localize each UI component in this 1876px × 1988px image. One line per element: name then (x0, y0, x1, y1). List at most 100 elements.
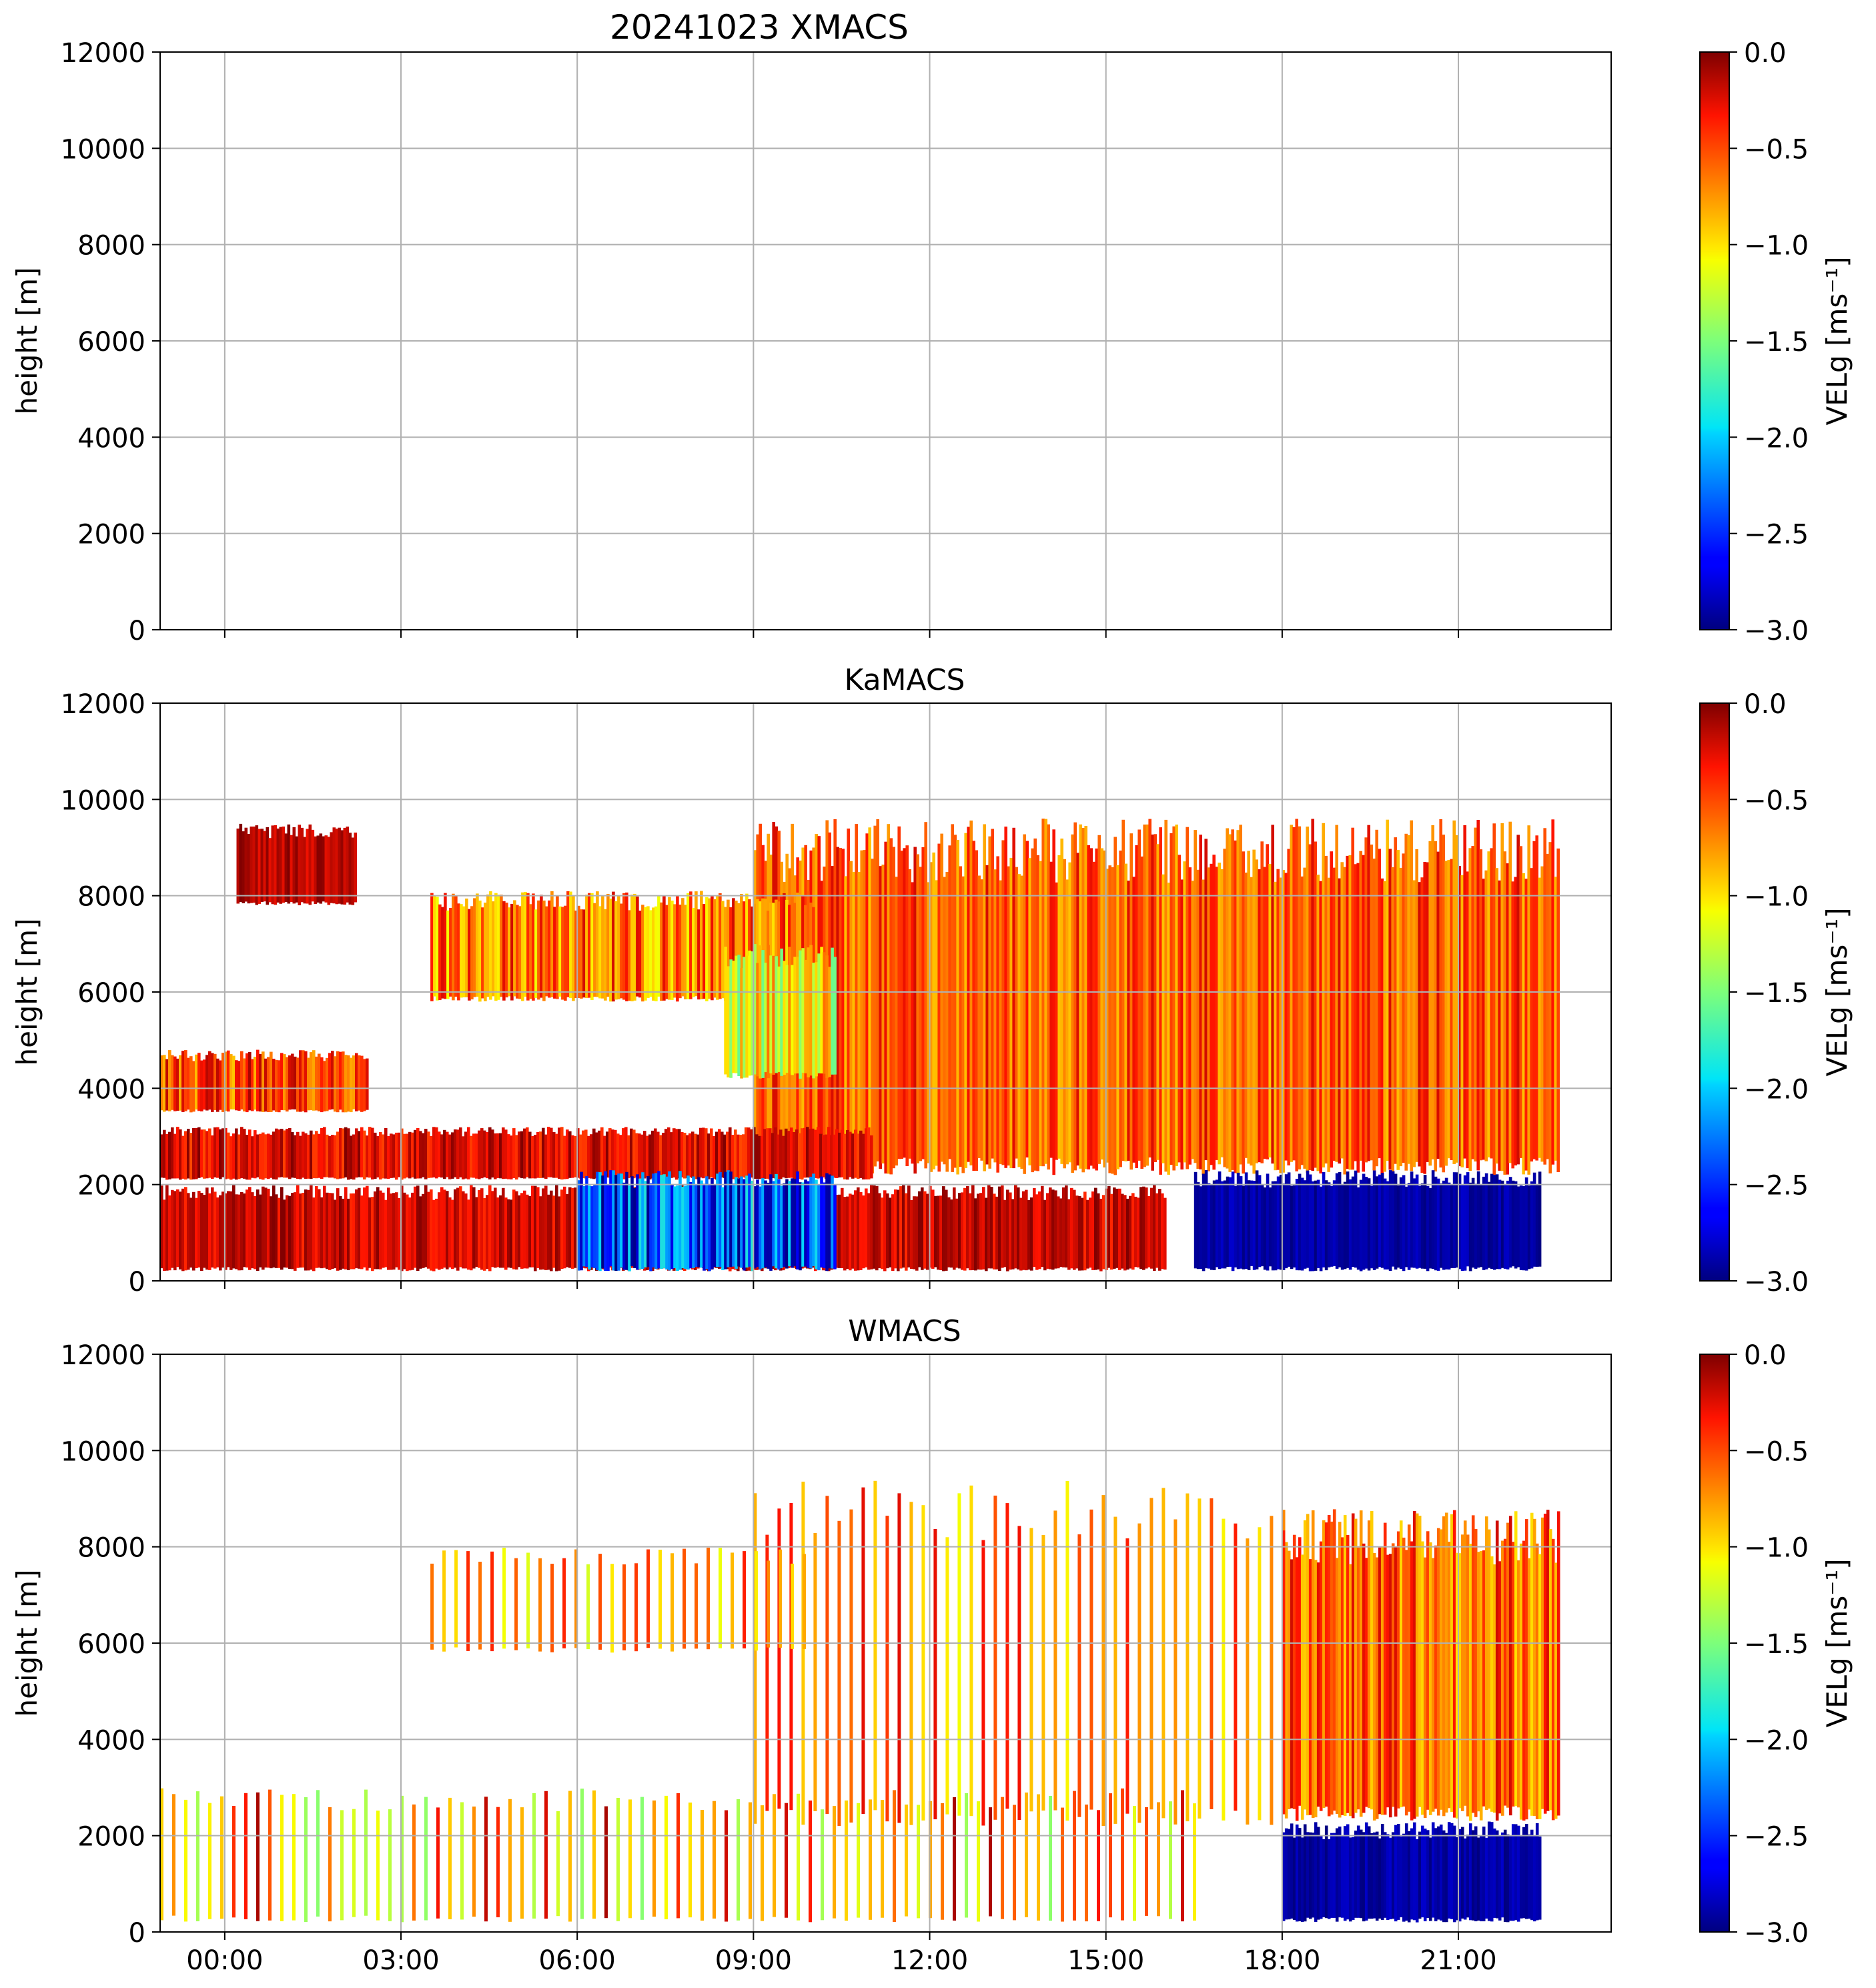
wmacs-velocity-cell (1495, 1520, 1499, 1821)
wmacs-velocity-cell (1193, 1803, 1196, 1921)
kamacs-velocity-cell (211, 1053, 214, 1112)
kamacs-velocity-cell (1524, 1177, 1528, 1271)
wmacs-velocity-cell (1490, 1556, 1494, 1812)
kamacs-velocity-cell (208, 1193, 211, 1270)
kamacs-y-axis-label: height [m] (11, 919, 43, 1066)
kamacs-velocity-cell (171, 1127, 174, 1179)
wmacs-velocity-cell (791, 1563, 795, 1649)
kamacs-velocity-cell (566, 1193, 569, 1268)
kamacs-velocity-cell (1356, 1187, 1360, 1270)
kamacs-velocity-cell (564, 905, 567, 1001)
wmacs-velocity-cell (1434, 1828, 1438, 1921)
kamacs-velocity-cell (436, 897, 439, 1001)
wmacs-velocity-cell (1316, 1827, 1320, 1920)
kamacs-velocity-cell (783, 893, 786, 999)
kamacs-velocity-cell (465, 898, 468, 997)
kamacs-velocity-cell (1386, 819, 1389, 1161)
kamacs-velocity-cell (1159, 827, 1162, 1175)
kamacs-velocity-cell (319, 833, 323, 904)
kamacs-velocity-cell (735, 955, 738, 1073)
kamacs-velocity-cell (352, 1193, 356, 1270)
wmacs-velocity-cell (917, 1805, 920, 1919)
kamacs-velocity-cell (780, 1185, 783, 1268)
wmacs-velocity-cell (1161, 1488, 1165, 1819)
kamacs-velocity-cell (628, 910, 631, 1001)
kamacs-velocity-cell (1498, 880, 1501, 1171)
kamacs-cbar-tick-label: −1.0 (1744, 882, 1809, 913)
kamacs-velocity-cell (657, 895, 660, 997)
kamacs-velocity-cell (496, 1197, 500, 1268)
kamacs-velocity-cell (342, 1198, 345, 1269)
kamacs-velocity-cell (931, 1189, 935, 1269)
kamacs-velocity-cell (614, 901, 618, 1000)
kamacs-velocity-cell (360, 1127, 364, 1177)
kamacs-velocity-cell (609, 899, 612, 1002)
kamacs-velocity-cell (1386, 1181, 1390, 1270)
kamacs-velocity-cell (1471, 1177, 1475, 1268)
kamacs-velocity-cell (1298, 826, 1301, 1169)
kamacs-velocity-cell (705, 1128, 708, 1177)
kamacs-velocity-cell (767, 945, 770, 1079)
kamacs-velocity-cell (366, 1185, 369, 1271)
kamacs-colorbar-gradient (1699, 702, 1730, 1282)
kamacs-velocity-cell (470, 1135, 473, 1178)
kamacs-velocity-cell (542, 1127, 545, 1178)
kamacs-velocity-cell (678, 1171, 682, 1270)
kamacs-velocity-cell (1490, 848, 1493, 1159)
kamacs-velocity-cell (1303, 1180, 1307, 1269)
wmacs-velocity-cell (1316, 1562, 1320, 1807)
kamacs-velocity-cell (611, 1129, 614, 1178)
kamacs-velocity-cell (724, 1171, 727, 1270)
kamacs-velocity-cell (276, 829, 280, 903)
kamacs-velocity-cell (1119, 851, 1122, 1167)
kamacs-velocity-cell (203, 1129, 206, 1179)
kamacs-velocity-cell (622, 1128, 625, 1179)
kamacs-velocity-cell (1266, 844, 1269, 1159)
wmacs-velocity-cell (1474, 1528, 1478, 1817)
kamacs-velocity-cell (907, 1185, 911, 1268)
kamacs-velocity-cell (1131, 1193, 1135, 1270)
kamacs-velocity-cell (662, 1174, 666, 1269)
kamacs-velocity-cell (168, 1131, 171, 1179)
kamacs-velocity-cell (488, 1185, 492, 1272)
kamacs-velocity-cell (240, 1051, 244, 1110)
wmacs-velocity-cell (1420, 1541, 1424, 1815)
kamacs-velocity-cell (1324, 1180, 1328, 1271)
wmacs-ytick-label: 12000 (61, 1340, 145, 1371)
kamacs-velocity-cell (654, 1128, 657, 1178)
wmacs-cbar-tick-label: −2.0 (1744, 1725, 1809, 1756)
kamacs-velocity-cell (1378, 1174, 1382, 1268)
kamacs-velocity-cell (271, 825, 275, 905)
kamacs-velocity-cell (1343, 1181, 1347, 1270)
kamacs-velocity-cell (1252, 1181, 1256, 1270)
kamacs-velocity-cell (550, 891, 554, 997)
kamacs-velocity-cell (785, 899, 789, 997)
kamacs-velocity-cell (1009, 1192, 1012, 1270)
kamacs-velocity-cell (1078, 1195, 1081, 1271)
kamacs-velocity-cell (804, 1179, 807, 1267)
kamacs-velocity-cell (644, 1181, 647, 1268)
kamacs-velocity-cell (791, 1178, 794, 1268)
kamacs-velocity-cell (433, 895, 436, 997)
kamacs-velocity-cell (1051, 1189, 1055, 1270)
kamacs-velocity-cell (1468, 848, 1472, 1171)
kamacs-velocity-cell (1524, 879, 1528, 1171)
kamacs-velocity-cell (649, 1183, 652, 1272)
kamacs-velocity-cell (1538, 1171, 1542, 1267)
kamacs-velocity-cell (553, 907, 556, 999)
wmacs-velocity-cell (1386, 1834, 1390, 1920)
kamacs-velocity-cell (347, 1198, 350, 1270)
kamacs-velocity-cell (1025, 1189, 1028, 1271)
kamacs-velocity-cell (761, 1136, 764, 1179)
kamacs-velocity-cell (825, 1173, 829, 1272)
kamacs-velocity-cell (248, 1051, 252, 1111)
kamacs-velocity-cell (1158, 1189, 1161, 1271)
kamacs-velocity-cell (841, 849, 845, 1173)
kamacs-velocity-cell (459, 1127, 462, 1177)
kamacs-velocity-cell (835, 1129, 839, 1178)
wmacs-velocity-cell (1388, 1837, 1392, 1919)
kamacs-velocity-cell (454, 1129, 457, 1177)
kamacs-velocity-cell (1415, 1174, 1419, 1269)
kamacs-velocity-cell (1271, 1181, 1275, 1271)
